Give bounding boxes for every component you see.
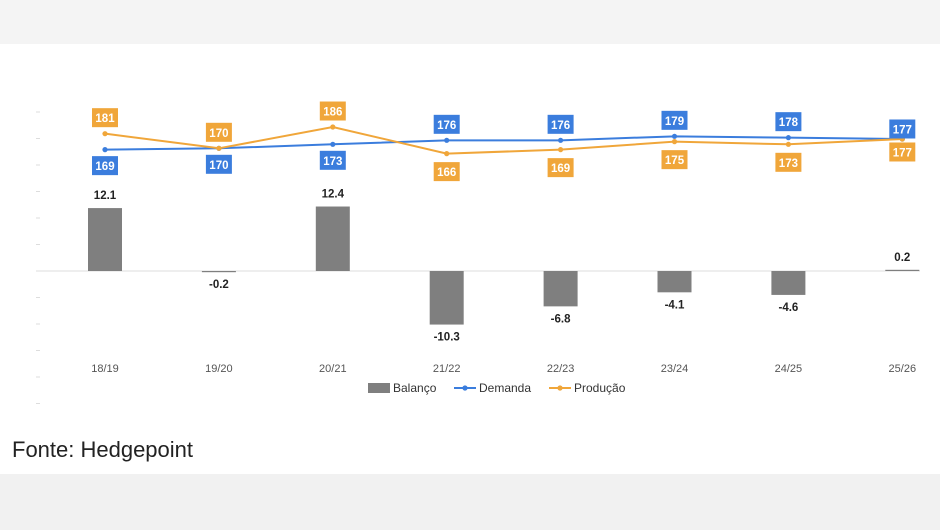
value-box-producao <box>547 158 574 178</box>
bars-balanco <box>88 206 920 325</box>
value-box-demanda <box>433 114 460 134</box>
x-tick-label: 18/19 <box>91 363 119 375</box>
legend-marker-producao <box>557 385 563 391</box>
point-demanda <box>102 147 108 153</box>
y-axis-ticks <box>36 111 40 404</box>
point-producao <box>671 139 678 145</box>
value-box-demanda <box>661 110 688 130</box>
value-box-demanda <box>889 119 916 139</box>
value-label-producao: 175 <box>665 155 685 167</box>
value-box-demanda <box>319 150 346 170</box>
legend: Balanço Demanda Produção <box>368 381 626 395</box>
value-label-producao: 177 <box>893 147 912 159</box>
line-path-demanda <box>104 135 903 151</box>
bar-value-label: 12.1 <box>94 190 117 202</box>
value-box-producao <box>205 122 232 142</box>
x-tick-label: 19/20 <box>205 363 233 375</box>
point-producao <box>102 131 108 137</box>
bar-balanco-23/24 <box>657 271 692 293</box>
legend-label-balanco: Balanço <box>393 381 437 395</box>
value-label-demanda: 179 <box>665 116 684 128</box>
bar-balanco-25/26 <box>885 269 920 271</box>
x-tick-label: 21/22 <box>433 363 461 375</box>
bar-balanco-18/19 <box>88 208 122 271</box>
x-tick-label: 23/24 <box>661 363 689 375</box>
x-axis-labels: 18/19 19/20 20/21 21/22 22/23 23/24 24/25 25/26 <box>91 363 916 375</box>
value-label-demanda: 176 <box>437 120 456 132</box>
x-tick-label: 25/26 <box>889 363 917 375</box>
point-producao <box>330 124 336 130</box>
point-producao <box>216 145 222 151</box>
point-demanda <box>558 137 564 143</box>
value-box-producao <box>319 101 346 121</box>
value-label-producao: 170 <box>209 128 228 140</box>
value-label-demanda: 178 <box>779 117 799 129</box>
bar-value-label: -10.3 <box>434 332 460 344</box>
value-label-demanda: 177 <box>893 124 912 136</box>
point-producao <box>444 151 450 157</box>
value-label-producao: 181 <box>95 113 115 125</box>
bar-value-label: -6.8 <box>551 313 571 325</box>
point-producao <box>558 147 564 153</box>
bar-balanco-22/23 <box>543 271 578 307</box>
x-tick-label: 24/25 <box>775 363 803 375</box>
value-label-demanda: 170 <box>209 160 228 172</box>
value-box-producao <box>775 152 802 172</box>
legend-label-producao: Produção <box>574 381 626 395</box>
source-note: Fonte: Hedgepoint <box>12 437 194 462</box>
value-box-producao <box>889 142 916 162</box>
bar-value-label: -4.6 <box>778 302 798 314</box>
point-demanda <box>444 137 450 143</box>
value-label-demanda: 169 <box>95 161 114 173</box>
top-band <box>0 0 940 44</box>
bottom-band <box>0 474 940 530</box>
balance-chart: 12.1 -0.2 12.4 -10.3 -6.8 -4.1 -4.6 0.2 181 169 1… <box>36 101 920 404</box>
value-label-producao: 169 <box>551 163 570 175</box>
bar-value-label: -4.1 <box>665 299 685 311</box>
legend-marker-demanda <box>462 385 468 391</box>
value-box-demanda <box>205 154 232 174</box>
value-box-producao <box>92 108 118 128</box>
bar-balanco-20/21 <box>315 206 350 271</box>
line-path-producao <box>104 125 903 155</box>
bar-value-label: -0.2 <box>209 279 229 291</box>
bar-balanco-24/25 <box>771 271 806 295</box>
point-demanda <box>671 133 678 139</box>
bar-value-label: 0.2 <box>894 252 910 264</box>
x-tick-label: 22/23 <box>547 363 575 375</box>
legend-label-demanda: Demanda <box>479 381 531 395</box>
value-label-demanda: 173 <box>323 156 342 168</box>
point-demanda <box>785 135 792 141</box>
x-tick-label: 20/21 <box>319 363 347 375</box>
bar-labels: 12.1 -0.2 12.4 -10.3 -6.8 -4.1 -4.6 0.2 <box>94 189 910 344</box>
value-box-demanda <box>92 156 118 176</box>
bar-value-label: 12.4 <box>322 189 345 201</box>
value-box-producao <box>661 150 688 170</box>
value-label-producao: 186 <box>323 107 342 119</box>
value-box-demanda <box>547 114 574 134</box>
bar-balanco-21/22 <box>429 271 464 325</box>
bar-balanco-19/20 <box>201 271 236 273</box>
value-box-demanda <box>775 112 802 132</box>
value-label-producao: 173 <box>779 158 798 170</box>
point-demanda <box>330 141 336 147</box>
point-producao <box>785 141 792 147</box>
value-box-producao <box>433 162 460 182</box>
value-label-producao: 166 <box>437 167 456 179</box>
legend-swatch-balanco <box>368 383 390 393</box>
value-label-demanda: 176 <box>551 120 570 132</box>
